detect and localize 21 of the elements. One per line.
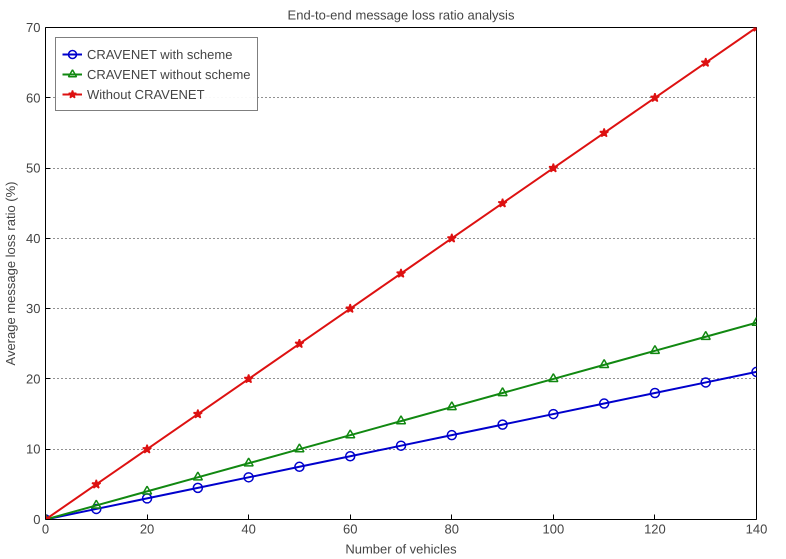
x-tick-label: 120 — [644, 522, 666, 536]
y-tick-label: 70 — [26, 20, 41, 35]
y-tick-label: 0 — [33, 512, 41, 527]
x-tick-label: 20 — [140, 522, 154, 536]
x-tick-label: 140 — [746, 522, 768, 536]
y-tick-label: 50 — [26, 160, 41, 176]
x-tick-label: 40 — [241, 522, 256, 536]
x-tick-label: 60 — [342, 522, 358, 536]
y-axis-title: Average message loss ratio (%) — [3, 181, 18, 366]
x-tick-label: 100 — [542, 522, 564, 536]
legend-label: CRAVENET without scheme — [87, 66, 251, 82]
y-tick-label: 60 — [26, 90, 41, 106]
legend-label: Without CRAVENET — [87, 86, 205, 102]
chart-title: End-to-end message loss ratio analysis — [288, 8, 515, 22]
x-tick-label: 80 — [444, 522, 460, 536]
legend-label: CRAVENET with scheme — [87, 46, 232, 62]
y-tick-label: 30 — [26, 301, 41, 316]
y-tick-label: 10 — [26, 442, 41, 457]
y-tick-label: 20 — [26, 371, 41, 386]
x-axis-title: Number of vehicles — [345, 542, 458, 556]
y-tick-label: 40 — [26, 230, 41, 246]
